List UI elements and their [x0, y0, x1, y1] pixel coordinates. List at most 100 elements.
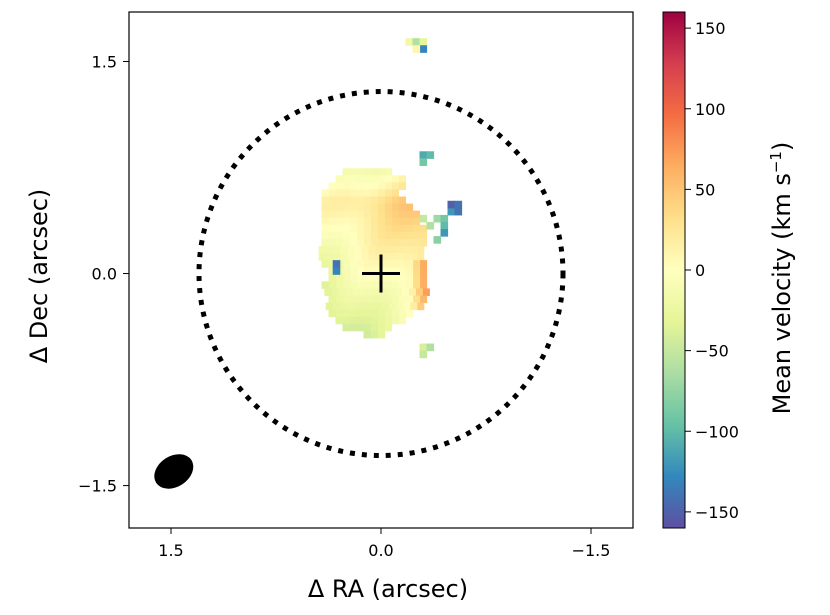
- velocity-pixel: [363, 231, 372, 240]
- velocity-pixel: [328, 309, 337, 318]
- velocity-pixel: [335, 316, 344, 325]
- velocity-pixel: [419, 214, 428, 223]
- velocity-pixel: [363, 210, 372, 219]
- velocity-pixel: [335, 217, 344, 226]
- velocity-pixel: [398, 260, 407, 268]
- velocity-pixel: [377, 224, 386, 233]
- velocity-pixel: [370, 330, 379, 339]
- velocity-pixel: [346, 246, 355, 254]
- velocity-pixel: [332, 253, 341, 261]
- velocity-pixel: [380, 288, 388, 297]
- colorbar-tick-label: −100: [695, 422, 739, 441]
- y-tick-label: 1.5: [92, 52, 117, 71]
- velocity-pixel: [356, 309, 365, 318]
- velocity-pixel: [388, 246, 397, 254]
- velocity-pixel: [377, 316, 386, 325]
- velocity-pixel: [409, 253, 418, 261]
- velocity-pixel: [374, 302, 383, 311]
- y-tick-label: 0.0: [92, 265, 117, 284]
- velocity-pixel: [349, 189, 358, 198]
- velocity-pixel: [356, 323, 365, 332]
- colorbar-tick-label: −150: [695, 503, 739, 522]
- velocity-pixel: [377, 231, 386, 240]
- velocity-pixel: [321, 260, 330, 268]
- velocity-pixel: [377, 330, 386, 339]
- velocity-pixel: [349, 196, 358, 205]
- velocity-pixel: [377, 189, 386, 198]
- velocity-pixel: [342, 224, 351, 233]
- center-plus-marker: [362, 254, 400, 293]
- velocity-pixel: [416, 246, 425, 254]
- velocity-pixel: [377, 295, 386, 304]
- velocity-pixel: [394, 288, 402, 297]
- colorbar-tick-label: 50: [695, 180, 715, 199]
- velocity-pixel: [349, 281, 358, 289]
- velocity-pixel: [335, 281, 344, 289]
- velocity-pixel: [328, 210, 337, 219]
- velocity-pixel: [384, 182, 393, 190]
- velocity-pixel: [398, 295, 407, 304]
- velocity-pixel: [318, 246, 327, 254]
- velocity-pixel: [370, 217, 379, 226]
- velocity-pixel: [342, 175, 351, 183]
- velocity-pixel: [384, 189, 393, 198]
- velocity-pixel: [342, 168, 351, 176]
- velocity-pixel: [412, 231, 421, 240]
- velocity-pixel: [332, 260, 341, 268]
- velocity-pixel: [373, 288, 381, 297]
- velocity-pixel: [419, 267, 428, 275]
- x-axis-label: Δ RA (arcsec): [308, 575, 468, 603]
- velocity-pixel: [419, 274, 428, 282]
- velocity-pixel: [384, 217, 393, 226]
- colorbar-label-close: ): [768, 142, 796, 151]
- velocity-pixel: [325, 253, 334, 261]
- velocity-pixel: [377, 182, 386, 190]
- velocity-pixel: [342, 316, 351, 325]
- velocity-pixel: [391, 267, 400, 275]
- velocity-pixel: [349, 274, 358, 282]
- velocity-pixel: [349, 267, 358, 275]
- velocity-pixel: [405, 210, 414, 219]
- velocity-pixel: [401, 288, 409, 297]
- velocity-pixel: [360, 253, 369, 261]
- velocity-pixel: [405, 224, 414, 233]
- velocity-pixel: [346, 302, 355, 311]
- velocity-pixel: [349, 323, 358, 332]
- velocity-pixel: [342, 182, 351, 190]
- velocity-pixel: [363, 189, 372, 198]
- velocity-pixel: [412, 274, 421, 282]
- velocity-pixel: [391, 231, 400, 240]
- velocity-pixel: [356, 182, 365, 190]
- velocity-pixel: [440, 229, 449, 237]
- velocity-pixel: [325, 302, 334, 311]
- velocity-pixel: [402, 302, 411, 311]
- velocity-pixel: [363, 281, 372, 289]
- velocity-pixel: [363, 330, 372, 339]
- velocity-pixel: [335, 175, 344, 183]
- velocity-pixel: [384, 203, 393, 212]
- velocity-pixel: [381, 302, 390, 311]
- velocity-pixel: [363, 168, 372, 176]
- velocity-pixel: [349, 210, 358, 219]
- velocity-pixel: [328, 203, 337, 212]
- velocity-pixel: [332, 267, 341, 275]
- velocity-pixel: [335, 274, 344, 282]
- velocity-pixel: [398, 224, 407, 233]
- velocity-pixel: [377, 323, 386, 332]
- velocity-pixel: [412, 267, 421, 275]
- y-tick-label: −1.5: [78, 477, 117, 496]
- velocity-pixel: [384, 267, 393, 275]
- velocity-pixel: [405, 295, 414, 304]
- velocity-pixel: [391, 316, 400, 325]
- velocity-pixel: [356, 196, 365, 205]
- velocity-pixel: [412, 224, 421, 233]
- velocity-pixel: [384, 309, 393, 318]
- velocity-pixel: [402, 246, 411, 254]
- x-tick-label: −1.5: [572, 541, 611, 560]
- velocity-pixel: [328, 231, 337, 240]
- velocity-pixel: [321, 217, 330, 226]
- velocity-pixel: [328, 238, 337, 247]
- colorbar-label-superscript: −1: [767, 151, 785, 173]
- velocity-pixel: [349, 295, 358, 304]
- velocity-pixel: [405, 274, 414, 282]
